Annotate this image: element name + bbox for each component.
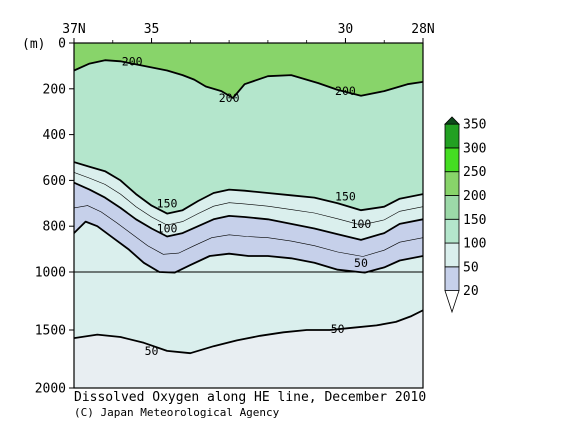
contour-line-50-4 — [74, 309, 423, 355]
y-tick-label: 2000 — [35, 382, 66, 397]
colorbar-label: 300 — [463, 141, 486, 156]
y-tick-label: 600 — [43, 174, 66, 189]
contour-label-50: 50 — [145, 344, 159, 358]
y-tick-label: 1500 — [35, 324, 66, 339]
colorbar-label: 150 — [463, 213, 486, 228]
plot-frame — [73, 42, 424, 389]
y-tick-label: 800 — [43, 220, 66, 235]
contour-label-200: 200 — [219, 91, 240, 105]
x-tick-label: 28N — [411, 22, 434, 37]
contour-label-200: 200 — [122, 54, 143, 68]
colorbar-swatch — [444, 123, 460, 149]
x-tick-label: 35 — [144, 22, 160, 37]
contour-label-50: 50 — [354, 256, 368, 270]
contour-line-thin-0 — [74, 172, 423, 226]
contour-line-200-0 — [74, 59, 423, 99]
chart-credit: (C) Japan Meteorological Agency — [74, 406, 280, 419]
y-tick-label: 1000 — [35, 266, 66, 281]
contour-label-100: 100 — [157, 221, 178, 235]
y-tick-label: 0 — [58, 37, 66, 52]
colorbar-label: 250 — [463, 165, 486, 180]
colorbar-swatch — [444, 266, 460, 291]
contour-label-150: 150 — [157, 196, 178, 210]
contour-line-thin-1 — [74, 205, 423, 257]
y-tick-label: 200 — [43, 82, 66, 97]
contour-line-150-1 — [74, 161, 423, 215]
contour-line-100-2 — [74, 181, 423, 241]
contour-label-100: 100 — [351, 217, 372, 231]
colorbar-label: 20 — [463, 284, 479, 299]
colorbar-swatch — [444, 195, 460, 220]
band-surface-high-oxygen — [74, 43, 423, 98]
x-tick-label: 37N — [62, 22, 85, 37]
y-axis-unit-label: (m) — [22, 37, 45, 52]
colorbar-label: 350 — [463, 118, 486, 133]
contour-label-50: 50 — [331, 322, 345, 336]
colorbar-swatch — [444, 218, 460, 244]
chart-title: Dissolved Oxygen along HE line, December… — [74, 390, 427, 405]
colorbar-swatch — [444, 242, 460, 268]
colorbar-bottom-tip — [444, 290, 460, 314]
colorbar-label: 100 — [463, 237, 486, 252]
y-tick-label: 400 — [43, 128, 66, 143]
contour-label-200: 200 — [335, 84, 356, 98]
colorbar-swatch — [444, 171, 460, 196]
colorbar-label: 50 — [463, 260, 479, 275]
colorbar-swatch — [444, 147, 460, 173]
colorbar-label: 200 — [463, 189, 486, 204]
x-tick-label: 30 — [338, 22, 354, 37]
colorbar-top-tip — [444, 116, 460, 125]
contour-label-150: 150 — [335, 189, 356, 203]
